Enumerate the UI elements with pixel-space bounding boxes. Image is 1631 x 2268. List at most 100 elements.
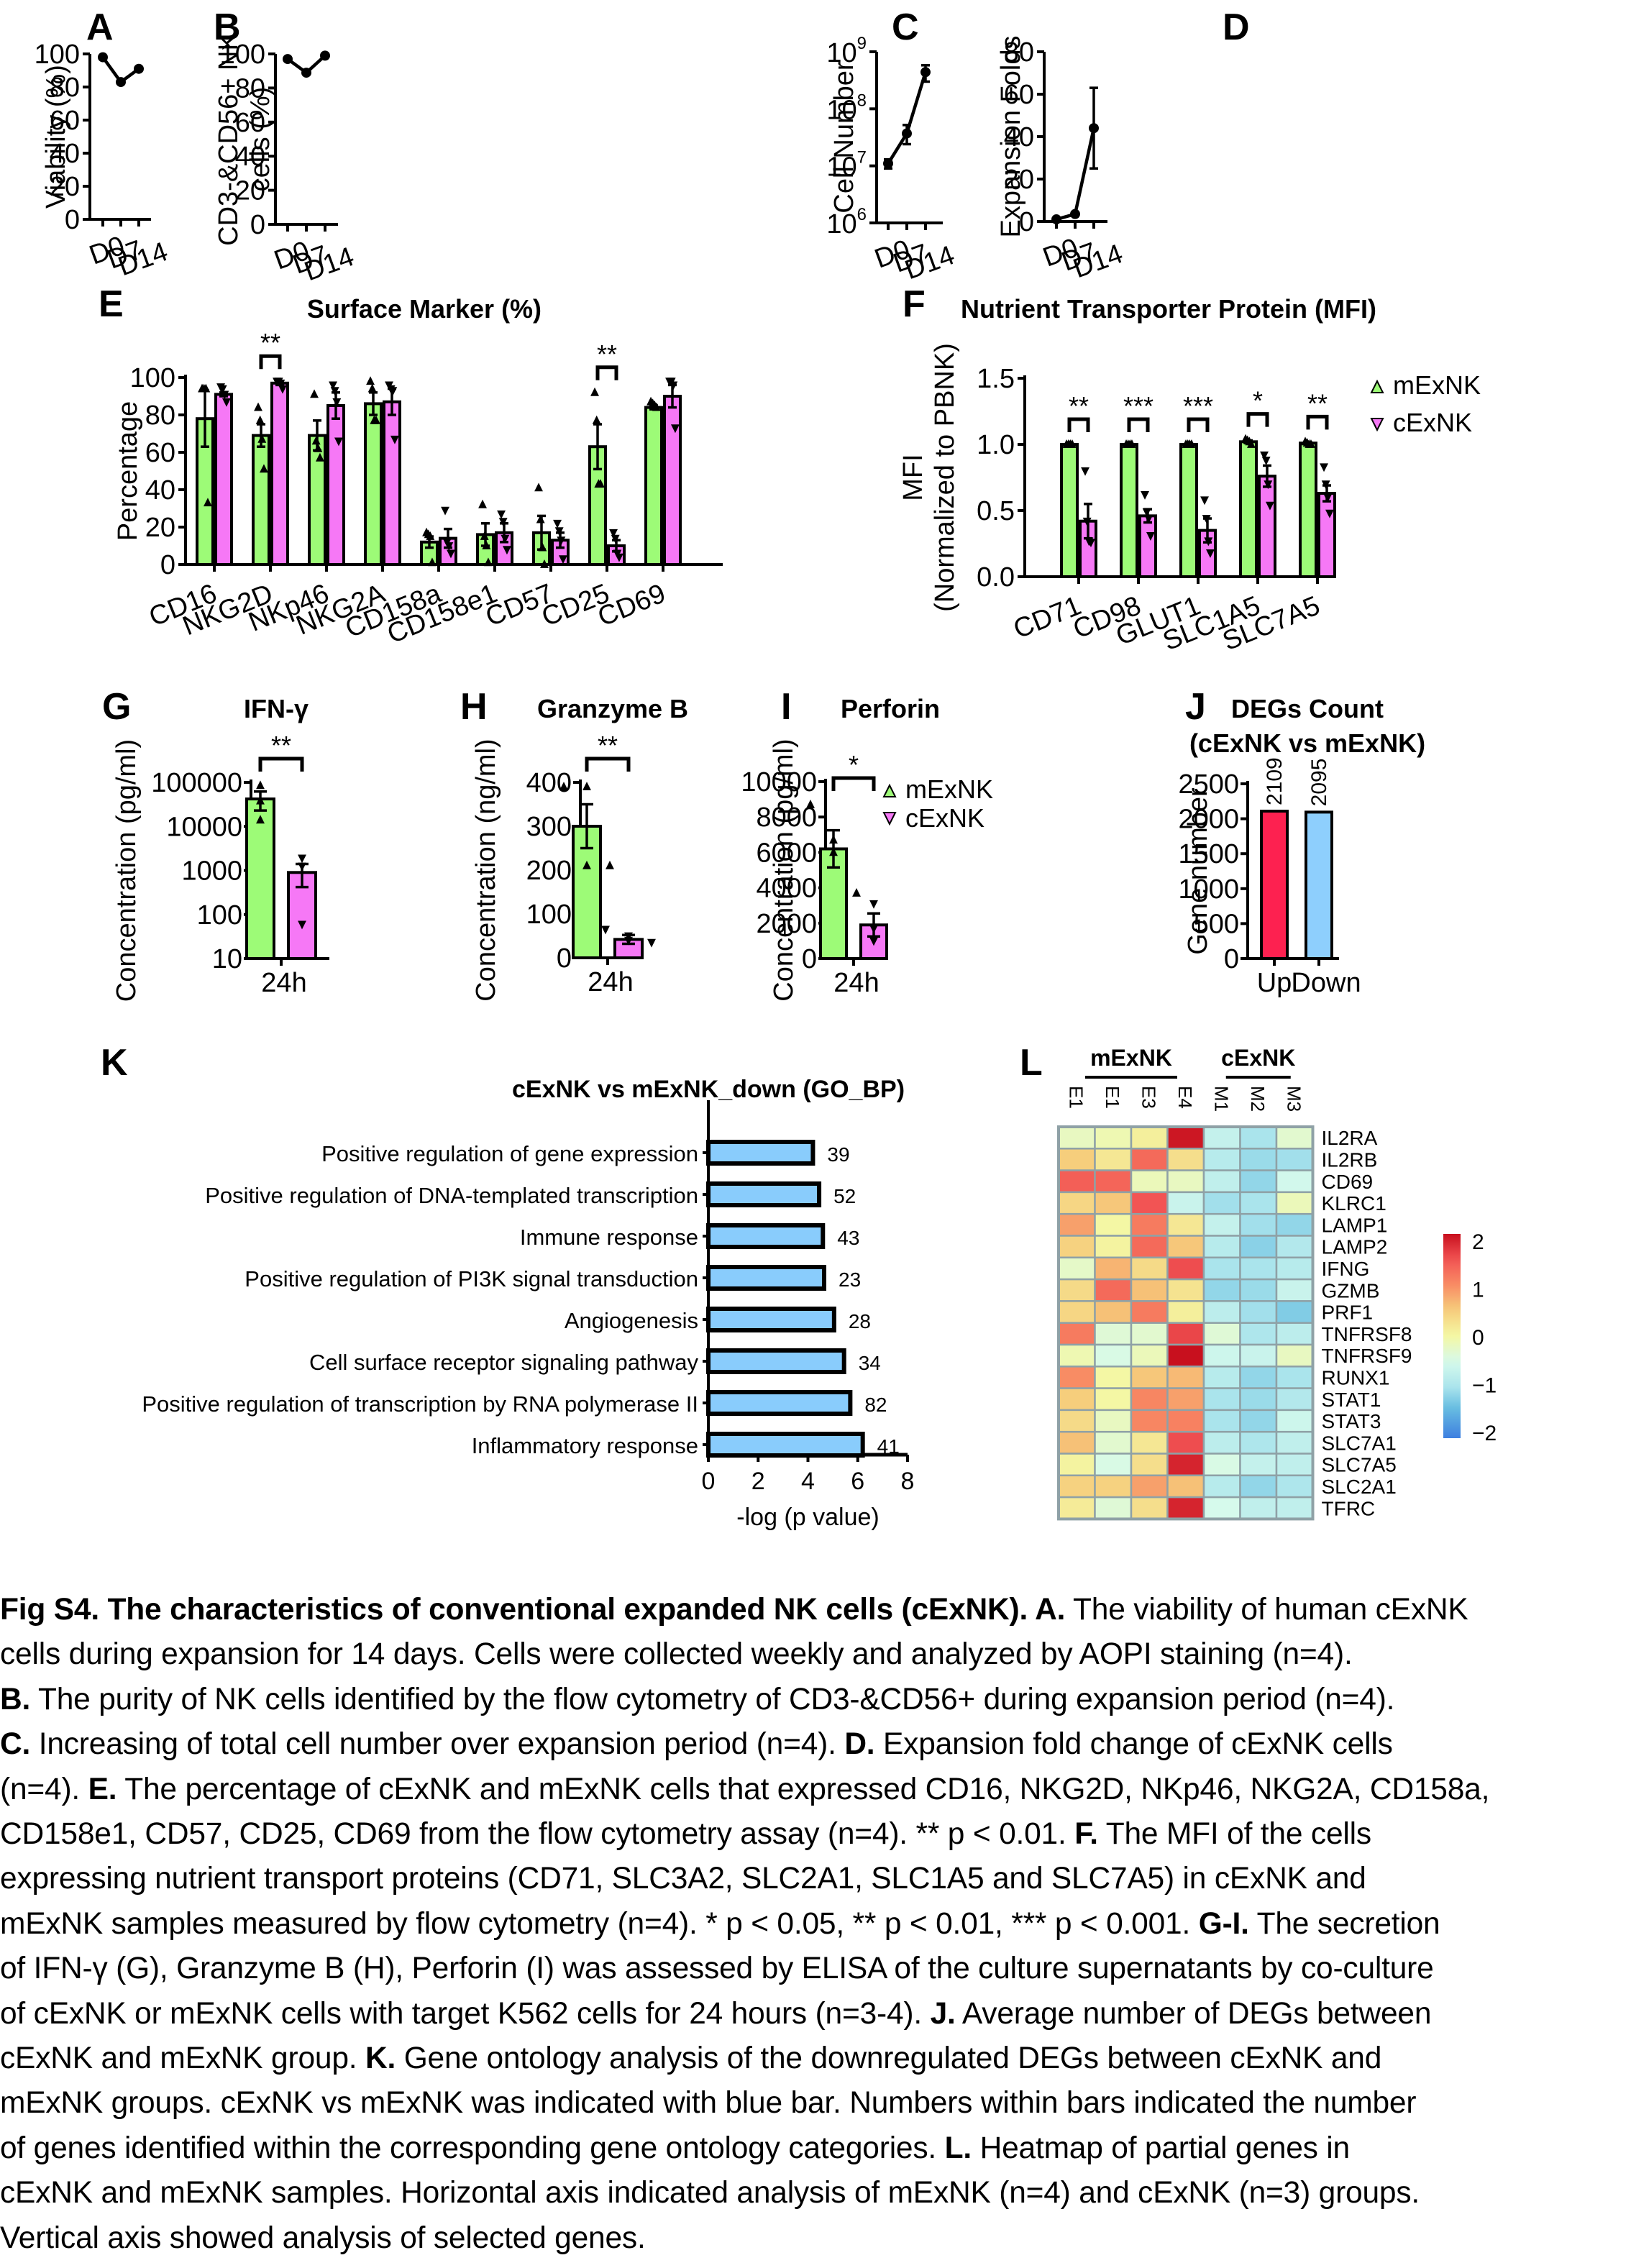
caption-text: of IFN-γ (G), Granzyme B (H), Perforin (… — [0, 1952, 1434, 1986]
data-point-mexnk — [428, 557, 437, 567]
heatmap-cell — [1275, 1125, 1314, 1150]
panel-letter-k: K — [101, 1042, 128, 1084]
data-point-mexnk — [484, 557, 493, 567]
heatmap-cell — [1202, 1322, 1241, 1346]
x-tick-label: Down — [1291, 968, 1361, 998]
data-point-mexnk — [538, 542, 547, 552]
y-tick-label: 40 — [1004, 122, 1034, 152]
data-point-cexnk — [1141, 491, 1149, 500]
heatmap-cell — [1130, 1169, 1169, 1194]
heatmap-cell — [1057, 1453, 1096, 1477]
data-point-cexnk — [1320, 463, 1328, 472]
y-tick-label: 0 — [65, 205, 80, 235]
go-term-bar — [706, 1348, 846, 1374]
heatmap-cell — [1094, 1256, 1133, 1281]
significance-bracket: * — [1246, 386, 1269, 427]
chart-panel-h: Granzyme B 0 100 200 300 400 24h ** Concentratio… — [471, 694, 688, 1002]
heatmap-cell — [1130, 1409, 1169, 1433]
significance-label: ** — [1307, 388, 1328, 418]
data-point-cexnk — [1206, 549, 1215, 558]
caption-bold-text: B. — [0, 1682, 31, 1716]
data-point-cexnk — [1204, 537, 1213, 547]
heatmap-cell — [1239, 1430, 1278, 1455]
y-tick-label: 0 — [1019, 207, 1034, 237]
legend-marker-mexnk — [882, 783, 897, 797]
y-axis-label: Viability (%) — [41, 65, 71, 209]
figure-caption: Fig S4. The characteristics of conventio… — [0, 1588, 1625, 2261]
bar-mexnk — [364, 402, 383, 567]
heatmap-cell — [1275, 1366, 1314, 1389]
go-term-label: Angiogenesis — [565, 1308, 698, 1333]
panel-letter-l: L — [1020, 1042, 1043, 1084]
legend-marker-mexnk — [1370, 379, 1384, 393]
gene-count-label: 41 — [877, 1435, 900, 1458]
heatmap-cell — [1130, 1474, 1169, 1499]
data-point-mexnk — [806, 799, 815, 808]
go-term-bar — [706, 1140, 816, 1166]
heatmap-cell — [1130, 1387, 1169, 1412]
heatmap-cell — [1166, 1387, 1205, 1412]
caption-line: mExNK samples measured by flow cytometry… — [0, 1902, 1625, 1947]
panel-letter-i: I — [781, 686, 791, 728]
bar-mexnk — [644, 406, 663, 566]
data-point-mexnk — [606, 860, 614, 869]
panel-letter-h: H — [460, 686, 488, 728]
caption-line: expressing nutrient transport proteins (… — [0, 1857, 1625, 1901]
data-point-mexnk — [204, 498, 212, 507]
heatmap-row-label: SLC2A1 — [1322, 1476, 1397, 1498]
x-tick-label: 4 — [801, 1468, 815, 1495]
y-tick-exponent: 9 — [857, 34, 867, 53]
data-point-mexnk — [426, 531, 435, 540]
heatmap-cell — [1202, 1387, 1241, 1412]
caption-text: of genes identified within the correspon… — [0, 2131, 945, 2165]
caption-line: mExNK groups. cExNK vs mExNK was indicat… — [0, 2081, 1625, 2126]
data-point-mexnk — [310, 389, 319, 398]
x-tick-label: 6 — [851, 1468, 864, 1495]
gene-count-label: 82 — [864, 1394, 887, 1416]
data-point-mexnk — [254, 402, 262, 411]
heatmap-cell — [1239, 1278, 1278, 1302]
heatmap-cell — [1239, 1409, 1278, 1433]
data-point-cexnk — [615, 553, 623, 562]
data-point-mexnk — [1068, 439, 1077, 448]
heatmap-cell — [1166, 1235, 1205, 1259]
caption-text: (n=4). — [0, 1772, 88, 1806]
chart-title: Perforin — [841, 694, 940, 723]
heatmap-cell — [1057, 1300, 1096, 1324]
bar-cexnk — [383, 400, 401, 566]
heatmap-cell — [1094, 1322, 1133, 1346]
heatmap-cell — [1094, 1453, 1133, 1477]
chart-title: Nutrient Transporter Protein (MFI) — [961, 294, 1376, 324]
heatmap-cell — [1202, 1125, 1241, 1150]
heatmap-cell — [1094, 1366, 1133, 1389]
caption-line: cExNK and mExNK group. K. Gene ontology … — [0, 2036, 1625, 2081]
data-point-cexnk — [1321, 480, 1330, 490]
y-tick-label: 2000 — [756, 909, 817, 939]
y-tick-label: 20 — [235, 176, 265, 206]
chart-panel-j: DEGs Count (cExNK vs mExNK) 0 500 1000 1500 20… — [1178, 694, 1425, 998]
y-axis-label: Concentration (pg/ml) — [769, 739, 799, 1001]
y-axis-label: (Normalized to PBNK) — [930, 343, 960, 612]
chart-panel-i: Perforin020004000600080001000024h*Concen… — [741, 694, 940, 1002]
heatmap-row-label: KLRC1 — [1322, 1192, 1386, 1215]
heatmap-cell — [1202, 1256, 1241, 1281]
panel-letter-f: F — [903, 283, 926, 325]
y-tick-label: 100 — [35, 40, 80, 70]
heatmap-cell — [1130, 1191, 1169, 1215]
data-point-cexnk — [222, 398, 231, 407]
bar-value-label: 2109 — [1263, 757, 1287, 805]
data-point-cexnk — [330, 387, 339, 396]
go-term-label: Inflammatory response — [472, 1433, 698, 1458]
caption-text: The purity of NK cells identified by the… — [30, 1682, 1395, 1716]
heatmap-cell — [1239, 1256, 1278, 1281]
go-term-bar — [706, 1307, 836, 1332]
caption-text: The secretion — [1248, 1906, 1440, 1941]
data-point-cexnk — [1144, 515, 1153, 524]
heatmap-cell — [1166, 1409, 1205, 1433]
panel-letter-g: G — [102, 686, 131, 728]
heatmap-cell — [1130, 1256, 1169, 1281]
y-tick-exponent: 6 — [857, 205, 867, 224]
heatmap-cell — [1275, 1409, 1314, 1433]
significance-label: ** — [597, 339, 617, 369]
data-point-cexnk — [554, 527, 564, 536]
